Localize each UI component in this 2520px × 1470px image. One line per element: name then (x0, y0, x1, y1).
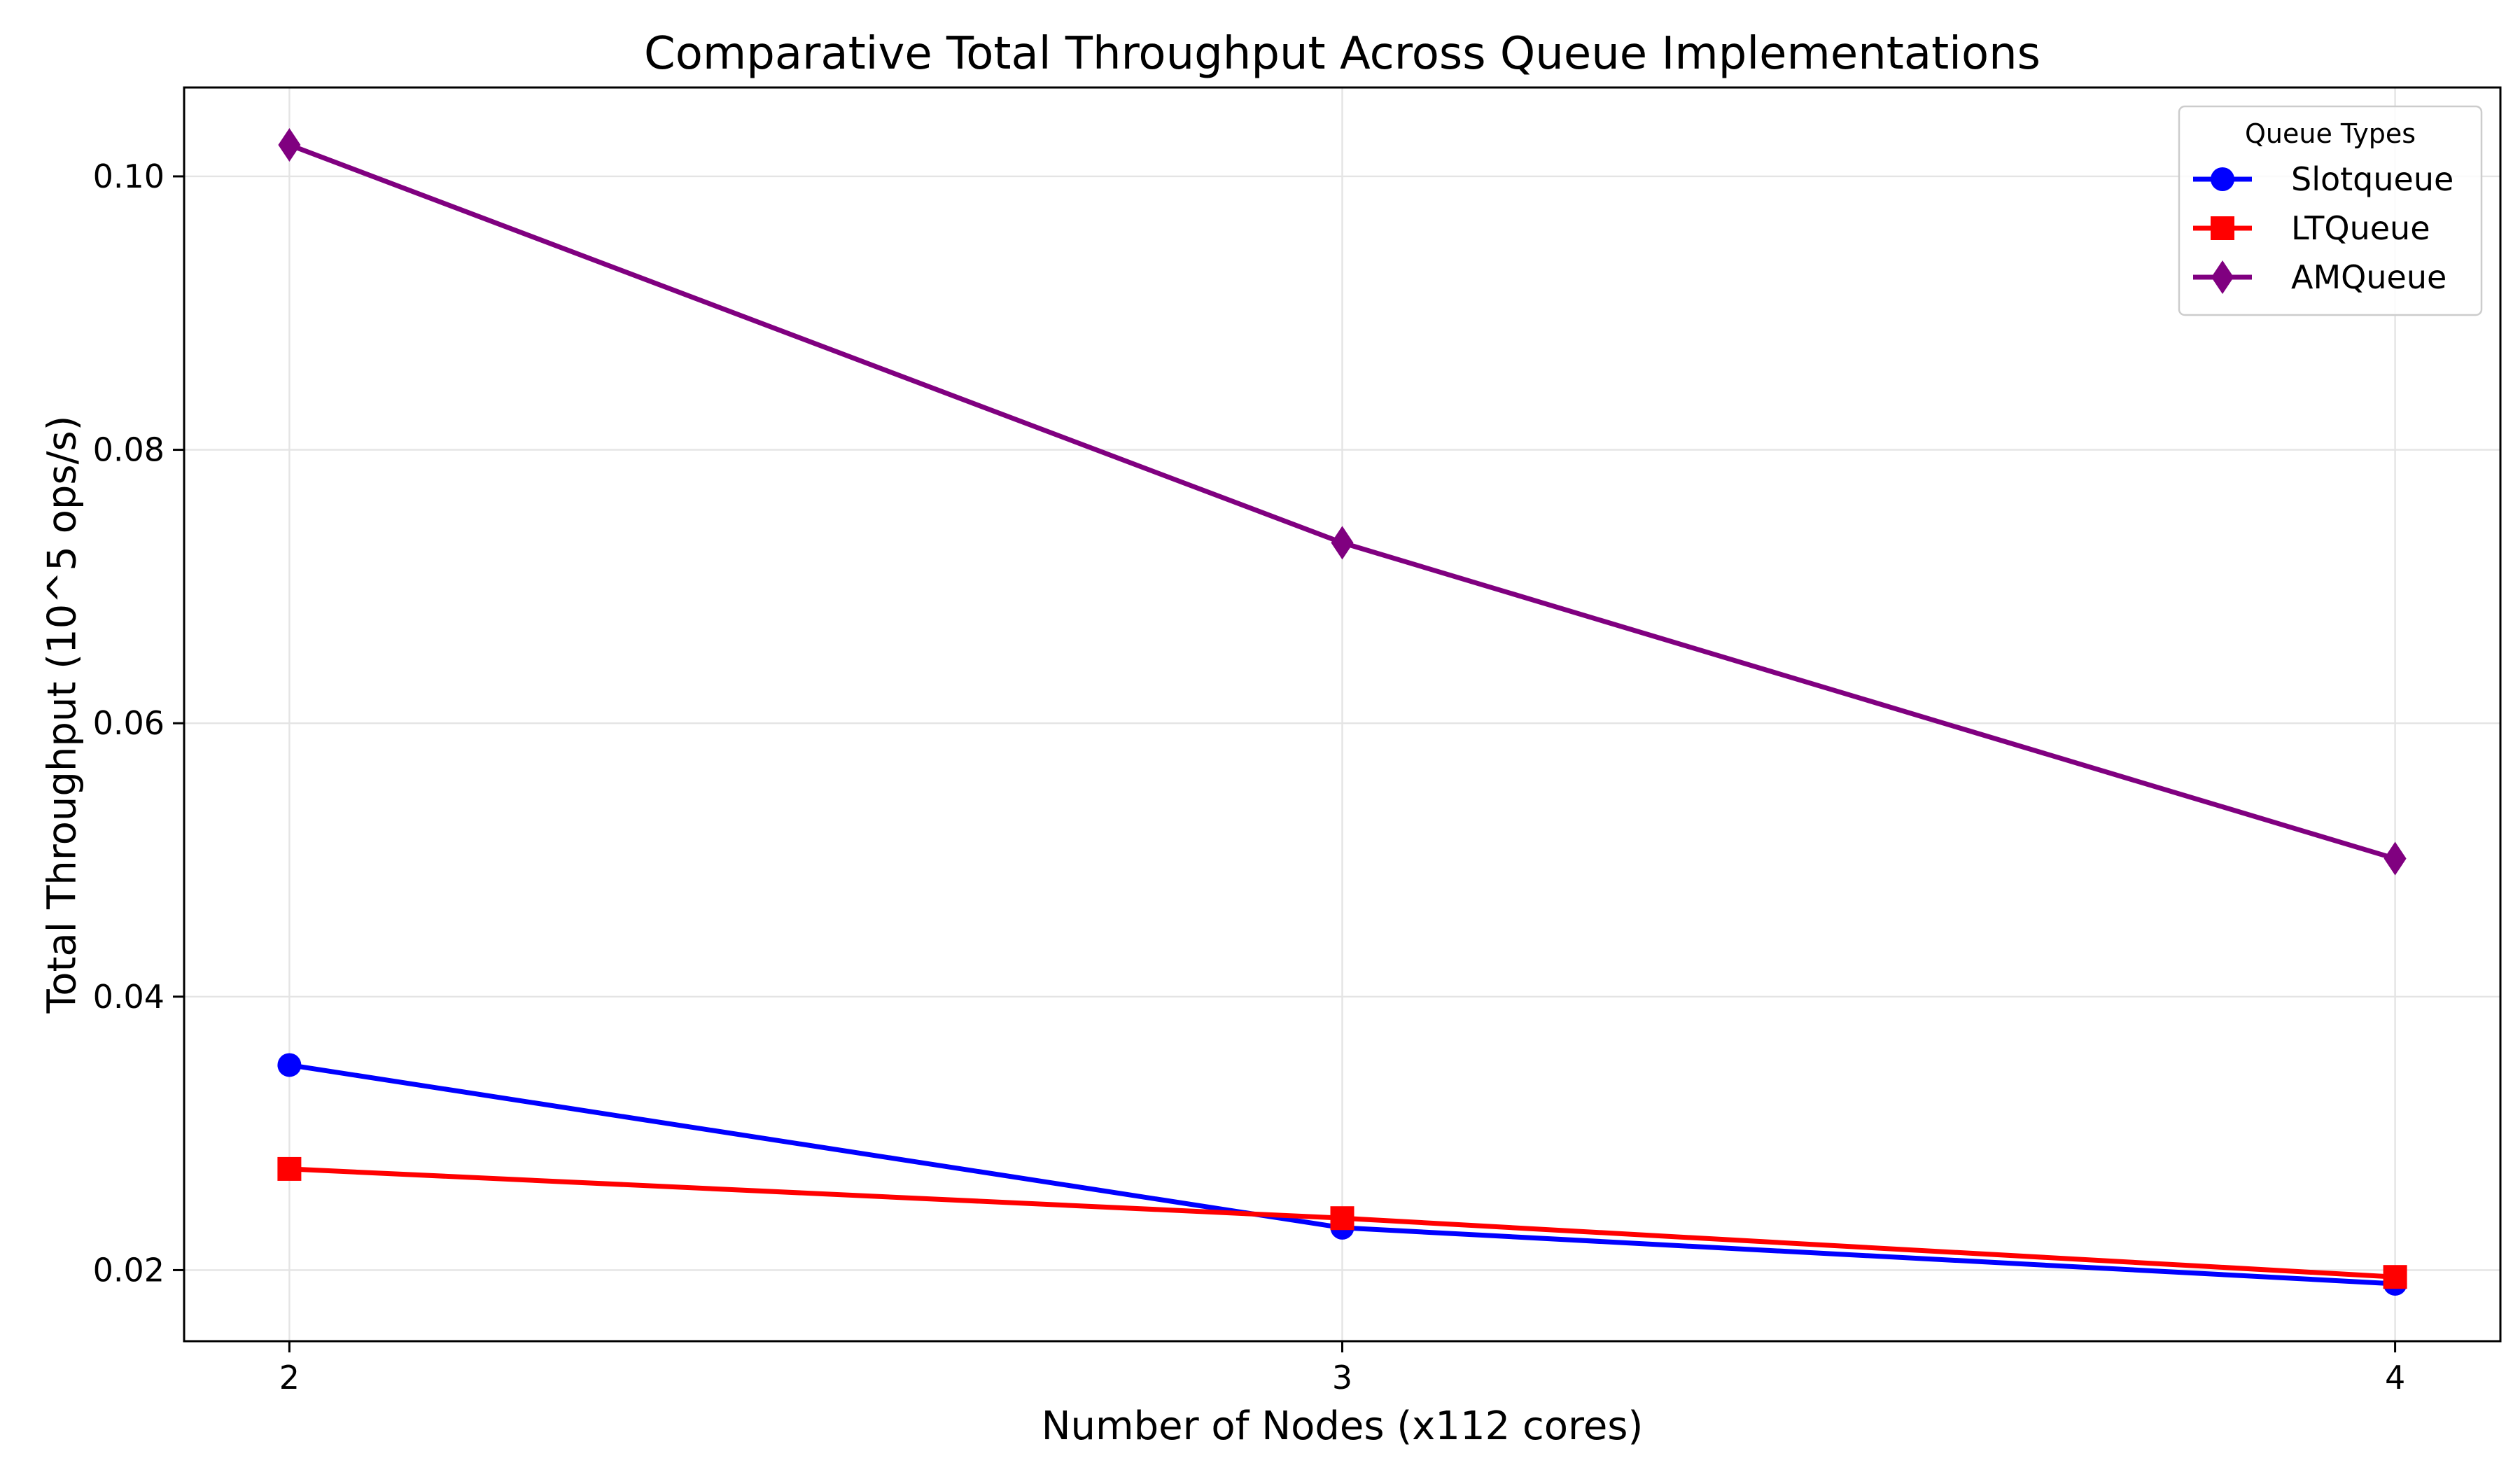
legend-item-ltqueue: LTQueue (2193, 209, 2430, 247)
y-axis-label: Total Throughput (10^5 ops/s) (40, 416, 85, 1014)
legend-item-slotqueue: Slotqueue (2193, 160, 2454, 198)
legend-items: Slotqueue LTQueue AMQueue (2193, 160, 2454, 296)
legend-item-amqueue: AMQueue (2193, 258, 2446, 296)
ltqueue-point (277, 1156, 302, 1181)
y-tick-label: 0.08 (93, 431, 164, 469)
legend-swatch-marker (2211, 167, 2234, 191)
legend: Queue Types Slotqueue LTQueue AMQueue (2178, 105, 2483, 316)
ltqueue-point (1330, 1206, 1354, 1231)
x-tick-label: 4 (2385, 1359, 2405, 1396)
amqueue-point (278, 128, 301, 162)
y-tick-label: 0.10 (93, 158, 164, 195)
x-tick-label: 3 (1332, 1359, 1352, 1396)
series-amqueue (278, 128, 2407, 876)
slotqueue-point (277, 1053, 302, 1077)
axis-ticks: 2 3 4 0.02 0.04 0.06 0.08 0.10 (93, 158, 2406, 1396)
legend-label: LTQueue (2291, 209, 2430, 247)
x-axis-label: Number of Nodes (x112 cores) (1042, 1404, 1644, 1449)
y-tick-label: 0.02 (93, 1251, 164, 1289)
x-tick-label: 2 (279, 1359, 300, 1396)
legend-title: Queue Types (2245, 118, 2416, 149)
y-tick-label: 0.06 (93, 704, 164, 742)
amqueue-point (1331, 526, 1354, 560)
amqueue-point (2384, 841, 2407, 876)
ltqueue-point (2383, 1265, 2407, 1289)
legend-box (2178, 105, 2483, 316)
gridlines (184, 88, 2500, 1341)
legend-label: AMQueue (2291, 258, 2446, 296)
y-tick-label: 0.04 (93, 978, 164, 1016)
series-ltqueue (277, 1156, 2407, 1289)
chart-title: Comparative Total Throughput Across Queu… (644, 28, 2040, 80)
series-lines (277, 128, 2407, 1296)
legend-swatch-marker (2211, 216, 2234, 240)
legend-label: Slotqueue (2291, 160, 2454, 198)
legend-swatch-marker (2211, 260, 2234, 294)
